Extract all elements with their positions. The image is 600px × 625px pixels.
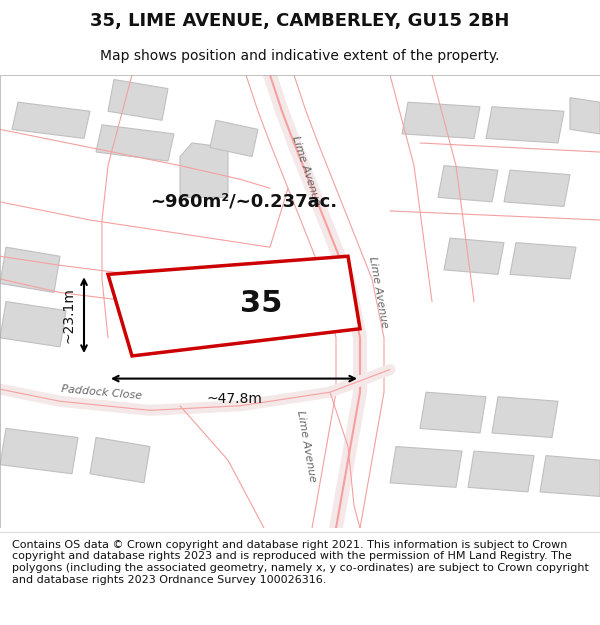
Polygon shape: [420, 392, 486, 433]
Polygon shape: [0, 429, 78, 474]
Text: 35, LIME AVENUE, CAMBERLEY, GU15 2BH: 35, LIME AVENUE, CAMBERLEY, GU15 2BH: [91, 12, 509, 30]
Text: Map shows position and indicative extent of the property.: Map shows position and indicative extent…: [100, 49, 500, 63]
Polygon shape: [486, 107, 564, 143]
Polygon shape: [96, 125, 174, 161]
Polygon shape: [444, 238, 504, 274]
Text: Contains OS data © Crown copyright and database right 2021. This information is : Contains OS data © Crown copyright and d…: [12, 540, 589, 584]
Text: Lime Avenue: Lime Avenue: [290, 134, 322, 206]
Polygon shape: [504, 170, 570, 206]
Polygon shape: [108, 256, 360, 356]
Polygon shape: [12, 102, 90, 138]
Polygon shape: [438, 166, 498, 202]
Text: Lime Avenue: Lime Avenue: [295, 410, 317, 483]
Text: Lime Avenue: Lime Avenue: [367, 256, 389, 329]
Polygon shape: [510, 242, 576, 279]
Polygon shape: [570, 98, 600, 134]
Polygon shape: [90, 438, 150, 483]
Polygon shape: [108, 79, 168, 120]
Polygon shape: [390, 446, 462, 488]
Text: ~960m²/~0.237ac.: ~960m²/~0.237ac.: [150, 193, 337, 211]
Polygon shape: [468, 451, 534, 492]
Text: Paddock Close: Paddock Close: [61, 384, 143, 401]
Polygon shape: [0, 247, 60, 292]
Text: ~23.1m: ~23.1m: [61, 288, 75, 343]
Polygon shape: [540, 456, 600, 496]
Polygon shape: [402, 102, 480, 138]
Polygon shape: [0, 301, 66, 347]
Polygon shape: [210, 120, 258, 156]
Text: ~47.8m: ~47.8m: [206, 392, 262, 406]
Text: 35: 35: [240, 289, 282, 318]
Polygon shape: [180, 143, 228, 198]
Polygon shape: [492, 397, 558, 437]
